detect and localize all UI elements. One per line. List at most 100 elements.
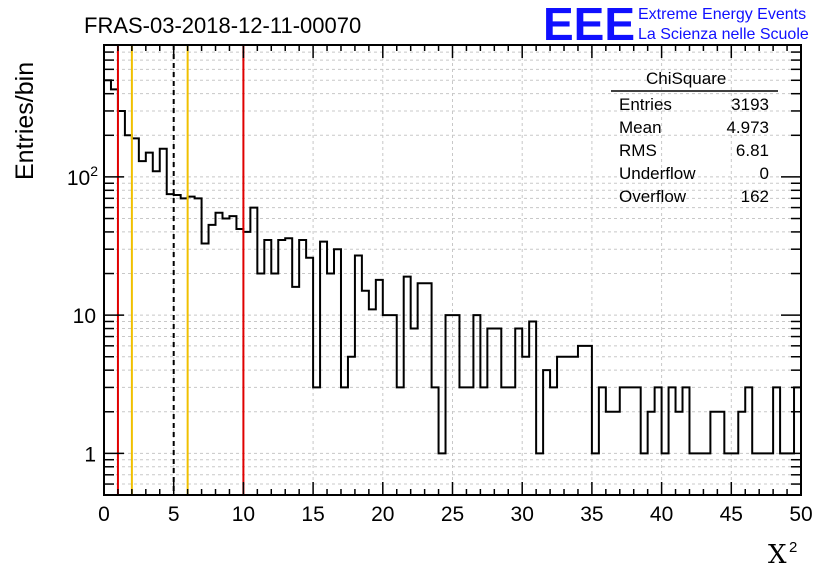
- histogram-bin: [480, 387, 487, 495]
- histogram-bin: [717, 412, 724, 495]
- histogram-bin: [676, 412, 683, 495]
- histogram-bin: [327, 274, 334, 495]
- histogram-bin: [529, 321, 536, 495]
- eee-logo-text: EEE: [543, 0, 635, 50]
- histogram-bin: [390, 315, 397, 495]
- histogram-bin: [453, 315, 460, 495]
- histogram-bin: [599, 387, 606, 495]
- histogram-bin: [543, 370, 550, 495]
- x-tick-label: 35: [580, 503, 603, 526]
- histogram-bin: [557, 357, 564, 495]
- histogram-bin: [174, 195, 181, 495]
- histogram-bin: [773, 387, 780, 495]
- brand-line-1: Extreme Energy Events: [638, 6, 806, 23]
- histogram-bin: [522, 357, 529, 495]
- stats-box-name: ChiSquare: [646, 69, 726, 88]
- x-tick-label: 15: [301, 503, 324, 526]
- histogram-bin: [585, 346, 592, 495]
- histogram-bin: [641, 453, 648, 495]
- histogram-bin: [703, 453, 710, 495]
- histogram-bin: [334, 249, 341, 495]
- histogram-bin: [613, 412, 620, 495]
- histogram-bin: [494, 329, 501, 495]
- histogram-bin: [167, 194, 174, 495]
- x-tick-label: 40: [650, 503, 673, 526]
- histogram-bin: [418, 283, 425, 495]
- histogram-bin: [459, 387, 466, 495]
- stats-overflow-label: Overflow: [619, 187, 687, 206]
- histogram-bin: [662, 453, 669, 495]
- x-tick-label: 45: [720, 503, 743, 526]
- histogram-bin: [146, 153, 153, 495]
- stats-box: ChiSquare Entries 3193 Mean 4.973 RMS 6.…: [611, 69, 778, 206]
- y-tick-label: 10: [73, 305, 96, 328]
- histogram-bin: [592, 453, 599, 495]
- histogram-bin: [285, 238, 292, 495]
- histogram-bin: [564, 357, 571, 495]
- histogram-bin: [202, 243, 209, 495]
- histogram-bin: [425, 283, 432, 495]
- histogram-bin: [118, 111, 125, 495]
- histogram-bin: [362, 291, 369, 495]
- histogram-bin: [243, 232, 250, 495]
- stats-underflow-label: Underflow: [619, 164, 696, 183]
- histogram-bin: [369, 309, 376, 495]
- histogram-bin: [181, 198, 188, 495]
- x-tick-label: 50: [789, 503, 812, 526]
- histogram-bin: [411, 329, 418, 495]
- histogram-bin: [216, 213, 223, 495]
- histogram-bin: [236, 229, 243, 495]
- histogram-bin: [689, 453, 696, 495]
- histogram-bin: [257, 274, 264, 495]
- histogram-bin: [397, 387, 404, 495]
- x-tick-label: 0: [98, 503, 110, 526]
- y-axis-title: Entries/bin: [11, 62, 39, 180]
- histogram-bin: [508, 387, 515, 495]
- histogram-bin: [348, 357, 355, 495]
- stats-rms-value: 6.81: [736, 141, 769, 160]
- brand-line-2: La Scienza nelle Scuole: [638, 26, 809, 43]
- histogram-bin: [501, 387, 508, 495]
- histogram-bin: [153, 171, 160, 495]
- histogram-bin: [209, 225, 216, 495]
- histogram-bin: [550, 387, 557, 495]
- histogram-bin: [104, 80, 111, 495]
- y-tick-label: 1: [84, 443, 96, 466]
- x-tick-label: 10: [232, 503, 255, 526]
- histogram-bin: [404, 277, 411, 495]
- histogram-bin: [446, 315, 453, 495]
- stats-overflow-value: 162: [741, 187, 769, 206]
- histogram-bin: [341, 387, 348, 495]
- x-tick-label: 25: [441, 503, 464, 526]
- histogram-bin: [794, 387, 801, 495]
- stats-entries-value: 3193: [731, 95, 769, 114]
- x-axis-title-main: X: [768, 540, 787, 570]
- histogram-bin: [125, 135, 132, 495]
- histogram-bin: [439, 453, 446, 495]
- histogram-bin: [432, 387, 439, 495]
- histogram-outline: [104, 79, 802, 495]
- histogram-bin: [111, 89, 118, 495]
- stats-underflow-value: 0: [760, 164, 769, 183]
- histogram-bin: [655, 387, 662, 495]
- histogram-bin: [683, 387, 690, 495]
- histogram-bin: [606, 412, 613, 495]
- histogram-bin: [466, 387, 473, 495]
- stats-mean-label: Mean: [619, 118, 662, 137]
- histogram-bin: [383, 315, 390, 495]
- histogram-bin: [355, 256, 362, 495]
- axes: 0 5 10 15 20 25 30 35 40 45 50 1 10 102: [67, 44, 813, 526]
- x-axis-title: X 2: [768, 539, 797, 570]
- histogram-bin: [271, 274, 278, 495]
- x-tick-label: 30: [511, 503, 534, 526]
- x-tick-label: 20: [371, 503, 394, 526]
- histogram-bin: [780, 453, 787, 495]
- histogram-bin: [634, 387, 641, 495]
- eee-logo: EEE: [543, 0, 635, 50]
- histogram-bin: [710, 412, 717, 495]
- histogram-bin: [376, 280, 383, 495]
- histogram-bin: [487, 329, 494, 495]
- histogram-bin: [620, 387, 627, 495]
- histogram: [104, 79, 802, 495]
